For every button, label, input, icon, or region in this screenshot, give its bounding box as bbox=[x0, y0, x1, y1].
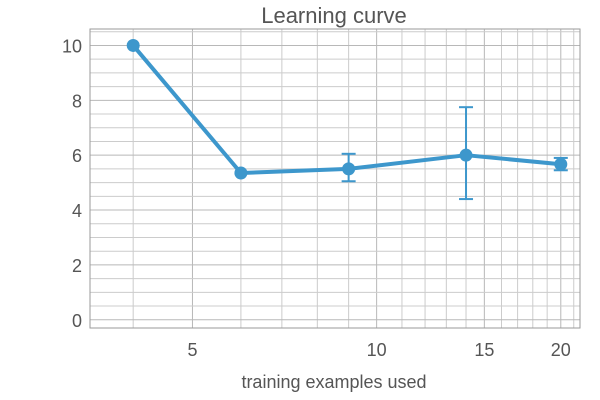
x-tick-label: 15 bbox=[474, 340, 494, 360]
chart-title: Learning curve bbox=[261, 3, 407, 28]
x-tick-label: 5 bbox=[187, 340, 197, 360]
x-tick-label: 20 bbox=[551, 340, 571, 360]
grid bbox=[90, 29, 580, 328]
x-axis-label: training examples used bbox=[241, 372, 426, 392]
data-point bbox=[342, 162, 356, 176]
data-point bbox=[554, 157, 568, 171]
y-tick-label: 2 bbox=[72, 256, 82, 276]
y-tick-label: 6 bbox=[72, 146, 82, 166]
data-point bbox=[126, 38, 140, 52]
y-tick-labels: 0 2 4 6 8 10 bbox=[62, 36, 82, 330]
data-point bbox=[234, 166, 248, 180]
y-tick-label: 10 bbox=[62, 36, 82, 56]
data-point bbox=[459, 148, 473, 162]
x-tick-label: 10 bbox=[367, 340, 387, 360]
y-tick-label: 8 bbox=[72, 91, 82, 111]
plot-frame bbox=[89, 28, 581, 329]
y-tick-label: 4 bbox=[72, 201, 82, 221]
x-tick-labels: 5 10 15 20 bbox=[187, 340, 570, 360]
series-line-group bbox=[126, 38, 568, 201]
y-tick-label: 0 bbox=[72, 311, 82, 331]
